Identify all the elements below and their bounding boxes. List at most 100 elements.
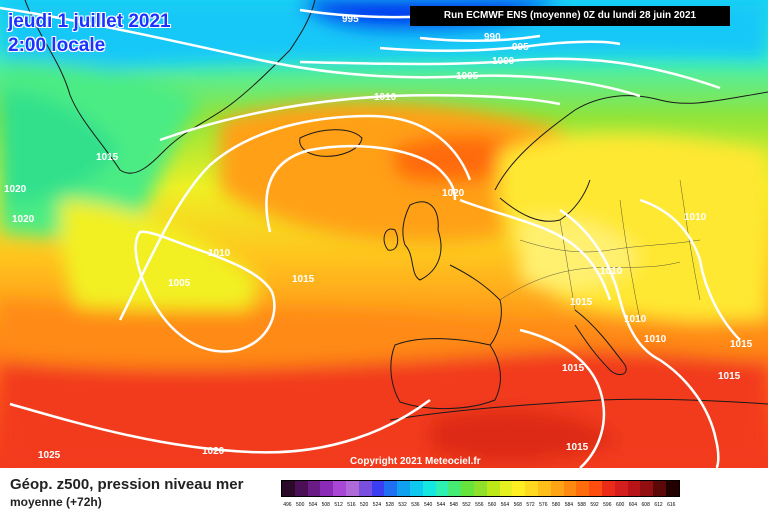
green-greenland-zone [0, 90, 120, 206]
isobar-label: 1015 [730, 339, 753, 350]
isobar-1015-east [459, 198, 612, 301]
scale-tick-label: 532 [398, 502, 407, 508]
color-swatch [448, 481, 462, 496]
isobar-label: 995 [342, 14, 359, 25]
isobar-label: 995 [512, 42, 529, 53]
isobar-label: 1015 [718, 371, 741, 382]
isobar-1010-far-east [639, 198, 741, 341]
isobar-label: 1020 [442, 188, 465, 199]
scale-tick-label: 604 [628, 502, 638, 508]
color-swatch [614, 481, 628, 496]
color-swatch [397, 481, 410, 496]
red-orange-core-south [430, 409, 620, 463]
scale-tick-label: 616 [667, 502, 676, 508]
isobar-label: 1010 [208, 248, 231, 259]
red-south [0, 350, 768, 468]
scale-tick-label: 572 [526, 502, 535, 508]
iceland-coast [299, 129, 363, 157]
color-scale-ticks: 496 500 504 508 512 516 520 524 528 532 536 540 544 5… [281, 502, 678, 508]
color-swatch [653, 481, 666, 496]
legend-footer: Géop. z500, pression niveau mer moyenne … [0, 468, 768, 512]
color-swatch [512, 481, 526, 496]
isobar-label: 990 [484, 32, 501, 43]
color-swatch [294, 481, 308, 496]
isobar-label: 1005 [168, 278, 191, 289]
scale-tick-label: 576 [539, 502, 548, 508]
color-swatch [282, 481, 295, 496]
scale-tick-label: 524 [372, 502, 382, 508]
scale-tick-label: 564 [500, 502, 510, 508]
isobar-1010-trough [134, 230, 276, 353]
weather-map: 995 990 995 1000 1005 1010 1015 1020 102… [0, 0, 768, 468]
isobar-1005 [0, 6, 641, 98]
product-subtitle: moyenne (+72h) [10, 495, 102, 509]
color-swatch [409, 481, 423, 496]
isobar-1015-south [519, 328, 606, 468]
color-swatch [486, 481, 500, 496]
isobar-label: 1015 [566, 442, 589, 453]
scale-tick-label: 500 [296, 502, 305, 508]
coastlines [24, 0, 768, 421]
isobars [0, 6, 741, 468]
scale-tick-label: 512 [334, 502, 343, 508]
isobar-label: 1020 [12, 214, 35, 225]
color-swatch [333, 481, 346, 496]
scale-tick-label: 504 [308, 502, 318, 508]
color-swatch [461, 481, 474, 496]
border-line [619, 199, 641, 321]
color-swatch [371, 481, 385, 496]
isobar-label: 1010 [624, 314, 647, 325]
forecast-date: jeudi 1 juillet 2021 [8, 11, 171, 32]
color-swatch [320, 481, 334, 496]
color-swatch [627, 481, 641, 496]
scale-tick-label: 544 [436, 502, 446, 508]
scale-tick-label: 496 [283, 502, 292, 508]
color-swatch [499, 481, 513, 496]
scale-tick-label: 568 [513, 502, 522, 508]
isobar-label: 1010 [600, 266, 623, 277]
run-info-banner: Run ECMWF ENS (moyenne) 0Z du lundi 28 j… [410, 6, 730, 26]
isobar-label: 1020 [4, 184, 27, 195]
scale-tick-label: 556 [475, 502, 484, 508]
isobar-1020-south [9, 398, 431, 454]
scale-tick-label: 516 [347, 502, 356, 508]
scale-tick-label: 580 [551, 502, 561, 508]
isobar-label: 1010 [684, 212, 707, 223]
isobar-1000 [299, 57, 721, 90]
scale-tick-label: 560 [487, 502, 497, 508]
isobar-label: 1005 [456, 71, 479, 82]
isobar-label: 1015 [96, 152, 119, 163]
isobar-label: 1020 [202, 446, 225, 457]
forecast-local-time: 2:00 locale [8, 35, 106, 56]
isobar-label: 1000 [492, 56, 515, 67]
scale-tick-label: 600 [615, 502, 625, 508]
color-swatch [563, 481, 577, 496]
italy-coast [574, 309, 627, 376]
iberia-coast [390, 338, 501, 409]
color-swatch [384, 481, 398, 496]
color-swatch [589, 481, 602, 496]
north-africa-coast [389, 398, 768, 421]
color-swatch [307, 481, 321, 496]
country-borders [499, 179, 701, 321]
scale-tick-label: 584 [564, 502, 574, 508]
scale-tick-label: 588 [577, 502, 586, 508]
product-title: Géop. z500, pression niveau mer [10, 476, 244, 493]
color-swatch [358, 481, 372, 496]
scale-tick-label: 552 [462, 502, 471, 508]
copyright-notice: Copyright 2021 Meteociel.fr [350, 456, 481, 467]
scale-tick-label: 540 [423, 502, 433, 508]
border-line [499, 261, 681, 301]
british-isles-coast [383, 201, 442, 281]
color-swatch [665, 481, 679, 496]
scale-tick-label: 508 [321, 502, 330, 508]
border-line [559, 219, 576, 311]
scale-tick-label: 536 [411, 502, 420, 508]
isobar-1015-atlantic [118, 114, 472, 321]
isobar-label: 1015 [570, 297, 593, 308]
color-swatch [550, 481, 564, 496]
color-swatch [345, 481, 359, 496]
scale-tick-label: 608 [641, 502, 650, 508]
isobar-990 [419, 34, 541, 43]
isobar-1015-southeast [659, 358, 720, 468]
